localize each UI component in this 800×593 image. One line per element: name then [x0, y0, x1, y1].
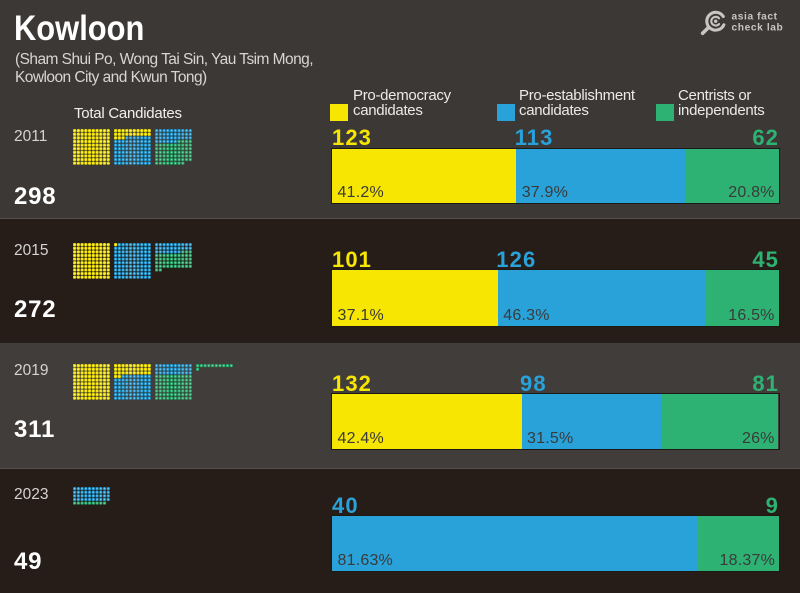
svg-text:check lab: check lab — [732, 23, 784, 34]
svg-text:asia fact: asia fact — [732, 11, 778, 22]
